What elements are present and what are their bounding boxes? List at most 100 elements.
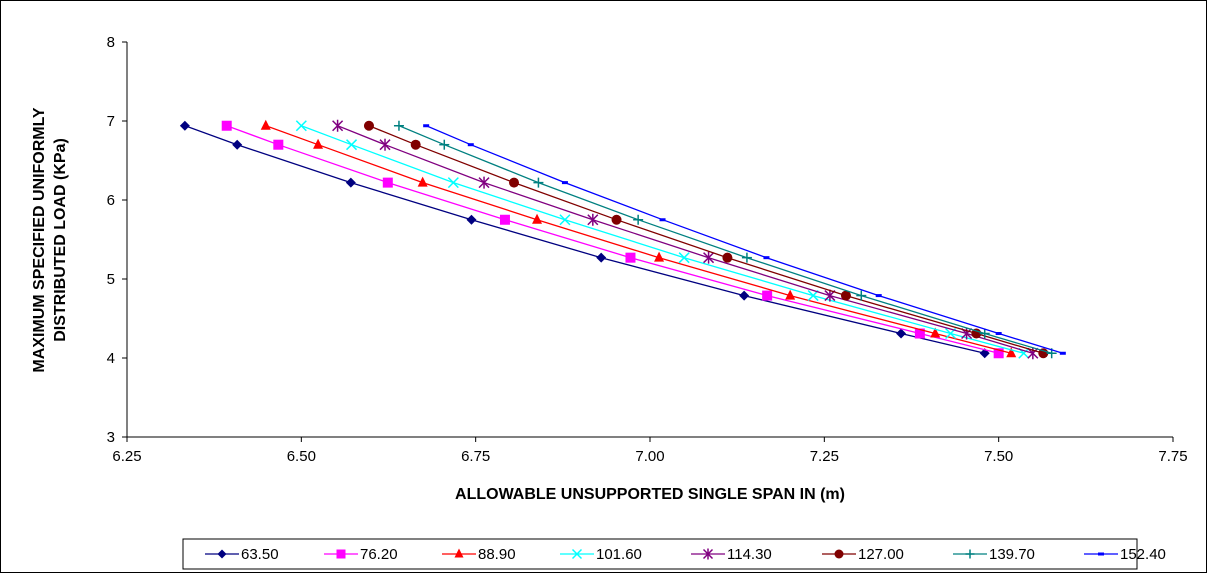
marker-dash xyxy=(875,294,882,298)
marker-x-b xyxy=(571,548,583,560)
legend-item-114.30: 114.30 xyxy=(691,546,772,563)
y-axis-title: MAXIMUM SPECIFIED UNIFORMLY DISTRIBUTED … xyxy=(31,107,69,373)
legend-label: 152.40 xyxy=(1120,546,1166,563)
series-127.00 xyxy=(363,120,1049,359)
legend-marker xyxy=(217,549,227,559)
data-point-76.20 xyxy=(762,290,773,301)
x-tick-label: 7.50 xyxy=(984,448,1013,465)
series-139.70 xyxy=(393,120,1057,359)
x-tick-label: 6.25 xyxy=(112,448,141,465)
data-point-127.00 xyxy=(722,252,733,263)
y-tick-label: 5 xyxy=(107,271,115,288)
marker-diamond xyxy=(466,214,477,225)
marker-dash xyxy=(561,181,568,185)
axes: 3 4 5 6 7 8 6.25 6.50 6.75 7.00 7.25 7.50 7.75 xyxy=(107,34,1188,465)
marker-square xyxy=(914,328,925,339)
data-point-63.50 xyxy=(596,252,607,263)
data-point-88.90 xyxy=(532,213,543,224)
marker-triangle xyxy=(532,213,543,224)
marker-dash xyxy=(1098,552,1104,556)
data-point-139.70 xyxy=(533,177,544,188)
data-point-101.60 xyxy=(295,120,307,132)
plot-area xyxy=(127,42,1173,437)
marker-triangle xyxy=(785,289,796,300)
marker-x-b xyxy=(559,214,571,226)
marker-diamond xyxy=(596,252,607,263)
legend-label: 88.90 xyxy=(478,546,516,563)
data-point-76.20 xyxy=(499,214,510,225)
series-layer xyxy=(179,119,1066,360)
data-point-101.60 xyxy=(447,177,459,189)
marker-x-b xyxy=(678,252,690,264)
series-line-101.60 xyxy=(301,125,1024,354)
data-point-114.30 xyxy=(703,251,715,264)
data-point-152.40 xyxy=(423,124,430,128)
marker-square xyxy=(762,290,773,301)
legend: 63.50 76.20 88.90 101.60 114.30 127.00 139.70 1… xyxy=(182,538,1166,570)
y-axis-title-line2: DISTRIBUTED LOAD (KPa) xyxy=(52,138,69,342)
data-point-88.90 xyxy=(1006,347,1017,358)
data-point-88.90 xyxy=(313,138,324,149)
legend-marker xyxy=(1098,552,1104,556)
marker-triangle xyxy=(260,119,271,130)
y-axis-title-line1: MAXIMUM SPECIFIED UNIFORMLY xyxy=(31,107,48,373)
data-point-127.00 xyxy=(1038,348,1049,359)
series-88.90 xyxy=(260,119,1017,358)
legend-marker xyxy=(454,548,464,558)
series-76.20 xyxy=(221,120,1004,359)
x-tick-label: 7.25 xyxy=(810,448,839,465)
data-point-127.00 xyxy=(509,177,520,188)
data-point-114.30 xyxy=(379,138,391,151)
marker-circle xyxy=(971,328,982,339)
series-line-139.70 xyxy=(398,125,1052,354)
data-point-139.70 xyxy=(393,120,404,131)
marker-x-b xyxy=(807,290,819,302)
x-tick-label: 6.75 xyxy=(461,448,490,465)
marker-triangle xyxy=(930,327,941,338)
legend-marker xyxy=(965,549,975,559)
series-line-88.90 xyxy=(265,125,1012,354)
data-point-114.30 xyxy=(332,119,344,132)
marker-triangle xyxy=(313,138,324,149)
data-point-101.60 xyxy=(559,214,571,226)
marker-dash xyxy=(1059,351,1066,355)
x-tick-label: 7.75 xyxy=(1158,448,1187,465)
series-line-152.40 xyxy=(425,125,1063,354)
legend-label: 139.70 xyxy=(989,546,1035,563)
marker-circle xyxy=(1038,348,1049,359)
marker-circle xyxy=(509,177,520,188)
legend-marker xyxy=(702,548,714,560)
marker-diamond xyxy=(179,120,190,131)
legend-item-76.20: 76.20 xyxy=(324,546,398,563)
marker-square xyxy=(625,252,636,263)
data-point-88.90 xyxy=(417,176,428,187)
marker-dash xyxy=(467,143,474,147)
marker-x-b xyxy=(295,120,307,132)
data-point-127.00 xyxy=(363,120,374,131)
data-point-88.90 xyxy=(930,327,941,338)
legend-item-63.50: 63.50 xyxy=(205,546,279,563)
marker-x-b xyxy=(1018,347,1030,359)
data-point-88.90 xyxy=(654,251,665,262)
data-point-101.60 xyxy=(807,290,819,302)
data-point-88.90 xyxy=(785,289,796,300)
marker-diamond xyxy=(232,139,243,150)
y-tick-label: 4 xyxy=(107,350,115,367)
data-point-152.40 xyxy=(467,143,474,147)
data-point-152.40 xyxy=(561,181,568,185)
legend-label: 114.30 xyxy=(727,546,772,563)
y-tick-label: 6 xyxy=(107,192,115,209)
marker-diamond xyxy=(345,177,356,188)
marker-triangle xyxy=(654,251,665,262)
marker-circle xyxy=(410,139,421,150)
data-point-101.60 xyxy=(346,139,358,151)
series-114.30 xyxy=(332,119,1039,360)
data-point-114.30 xyxy=(824,289,836,302)
marker-triangle xyxy=(454,548,464,558)
marker-triangle xyxy=(417,176,428,187)
data-point-76.20 xyxy=(221,120,232,131)
data-point-101.60 xyxy=(678,252,690,264)
data-point-63.50 xyxy=(345,177,356,188)
legend-label: 127.00 xyxy=(858,546,904,563)
